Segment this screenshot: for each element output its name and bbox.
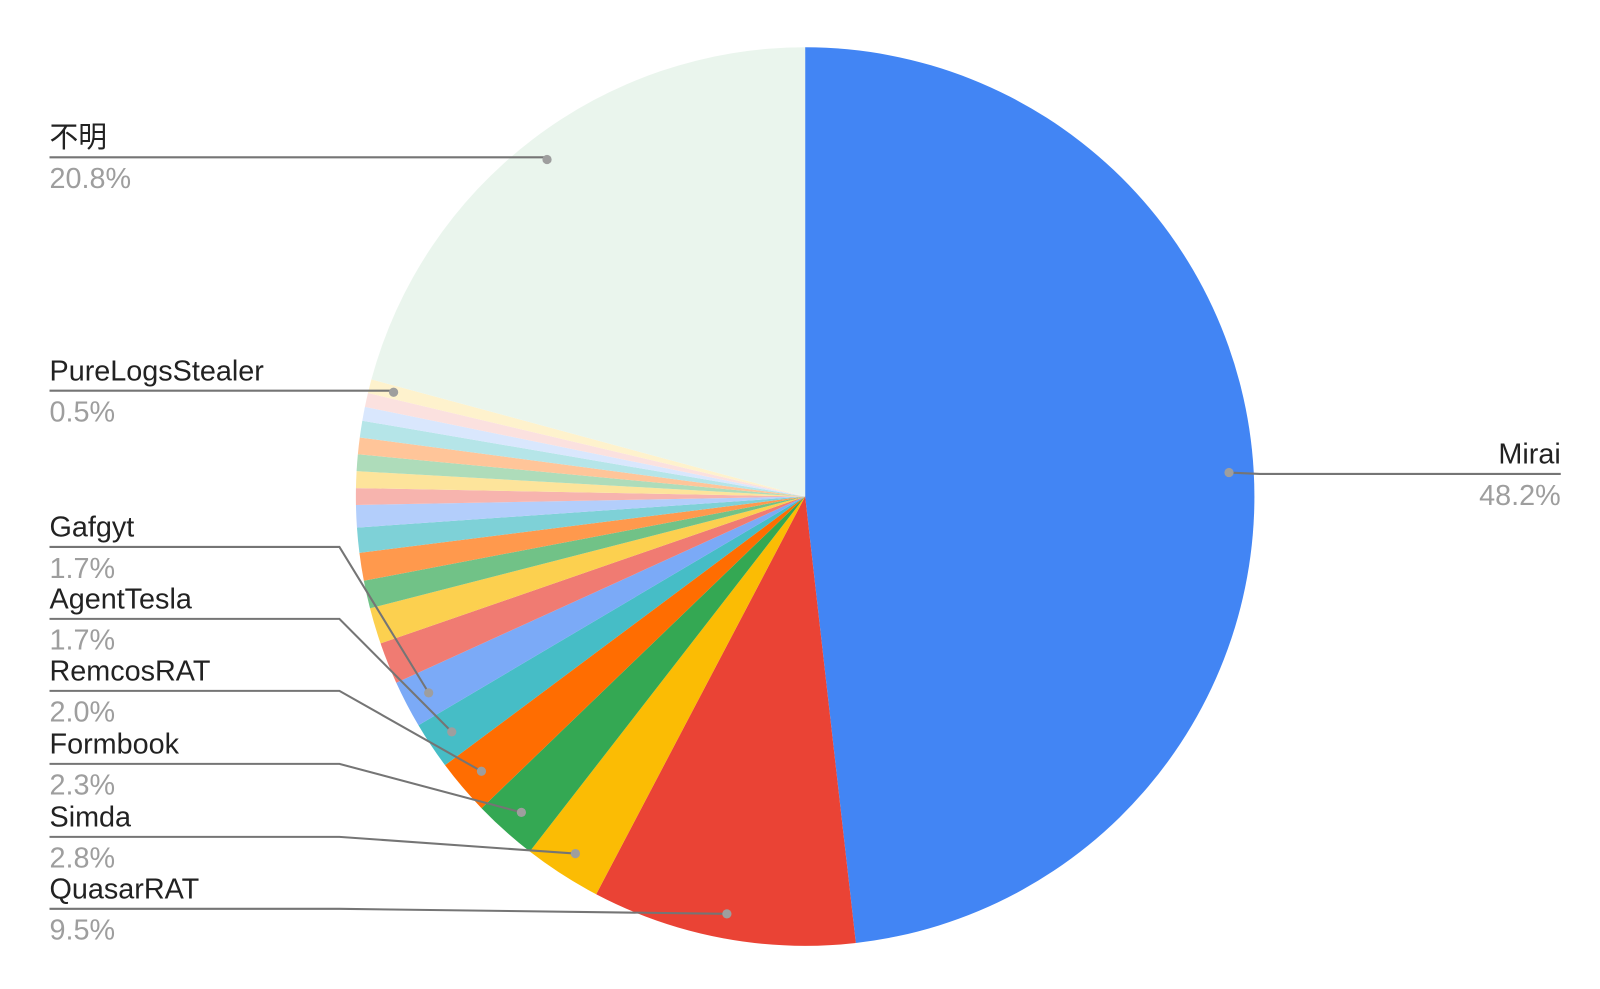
leader-line xyxy=(49,835,576,855)
pie-slice xyxy=(481,496,806,852)
pie-slice xyxy=(356,454,806,497)
leader-dot xyxy=(570,848,581,859)
leader-dot xyxy=(1224,467,1234,478)
leader-dot xyxy=(476,766,487,776)
slice-value-label: 9.5% xyxy=(50,915,116,947)
slice-value-label: 2.8% xyxy=(50,843,116,875)
slice-label: PureLogsStealer xyxy=(50,355,265,387)
pie-slice xyxy=(418,496,806,766)
pie-slice xyxy=(369,496,806,644)
pie-slice xyxy=(364,393,806,497)
slice-label: Mirai xyxy=(1498,439,1560,471)
slice-label: RemcosRAT xyxy=(50,656,211,688)
leader-dot xyxy=(542,154,552,165)
slice-label: QuasarRAT xyxy=(50,874,200,906)
pie-slice xyxy=(380,496,806,683)
leader-line xyxy=(49,762,522,814)
pie-slice xyxy=(367,379,806,497)
pie-slice xyxy=(371,47,806,497)
leader-dot xyxy=(722,909,732,919)
slice-value-label: 2.3% xyxy=(50,770,116,802)
slice-value-label: 1.7% xyxy=(50,625,116,657)
slice-label: 不明 xyxy=(50,122,108,154)
slice-value-label: 2.0% xyxy=(50,697,116,729)
leader-line xyxy=(1228,471,1561,475)
pie-slice xyxy=(529,496,806,895)
pie-slice xyxy=(356,496,806,553)
pie-slice xyxy=(362,406,806,497)
slice-label: Simda xyxy=(50,802,132,834)
slice-label: Gafgyt xyxy=(50,512,135,544)
slice-value-label: 20.8% xyxy=(50,163,132,195)
leader-dot xyxy=(388,387,399,397)
slice-label: AgentTesla xyxy=(50,584,192,616)
leader-dot xyxy=(447,727,457,737)
leader-dot xyxy=(424,688,434,698)
slice-value-label: 0.5% xyxy=(50,397,116,429)
pie-slice xyxy=(355,496,806,528)
pie-slice xyxy=(596,496,856,946)
leader-line xyxy=(49,617,453,733)
pie-slice xyxy=(805,47,1255,943)
leader-line xyxy=(49,545,430,694)
pie-slice xyxy=(357,437,806,497)
leader-line xyxy=(49,689,482,773)
slice-value-label: 1.7% xyxy=(50,553,116,585)
leader-line xyxy=(49,907,727,915)
pie-slice xyxy=(359,420,806,497)
leader-dot xyxy=(516,807,527,817)
pie-slice xyxy=(363,496,806,609)
pie-slice xyxy=(355,488,806,506)
slice-value-label: 48.2% xyxy=(1479,480,1561,512)
pie-slice xyxy=(355,471,806,497)
pie-slice xyxy=(359,496,806,581)
leader-line xyxy=(49,389,395,393)
pie-slice xyxy=(396,496,806,726)
slice-label: Formbook xyxy=(50,729,180,761)
pie-slice xyxy=(445,496,806,809)
leader-line xyxy=(49,156,549,160)
